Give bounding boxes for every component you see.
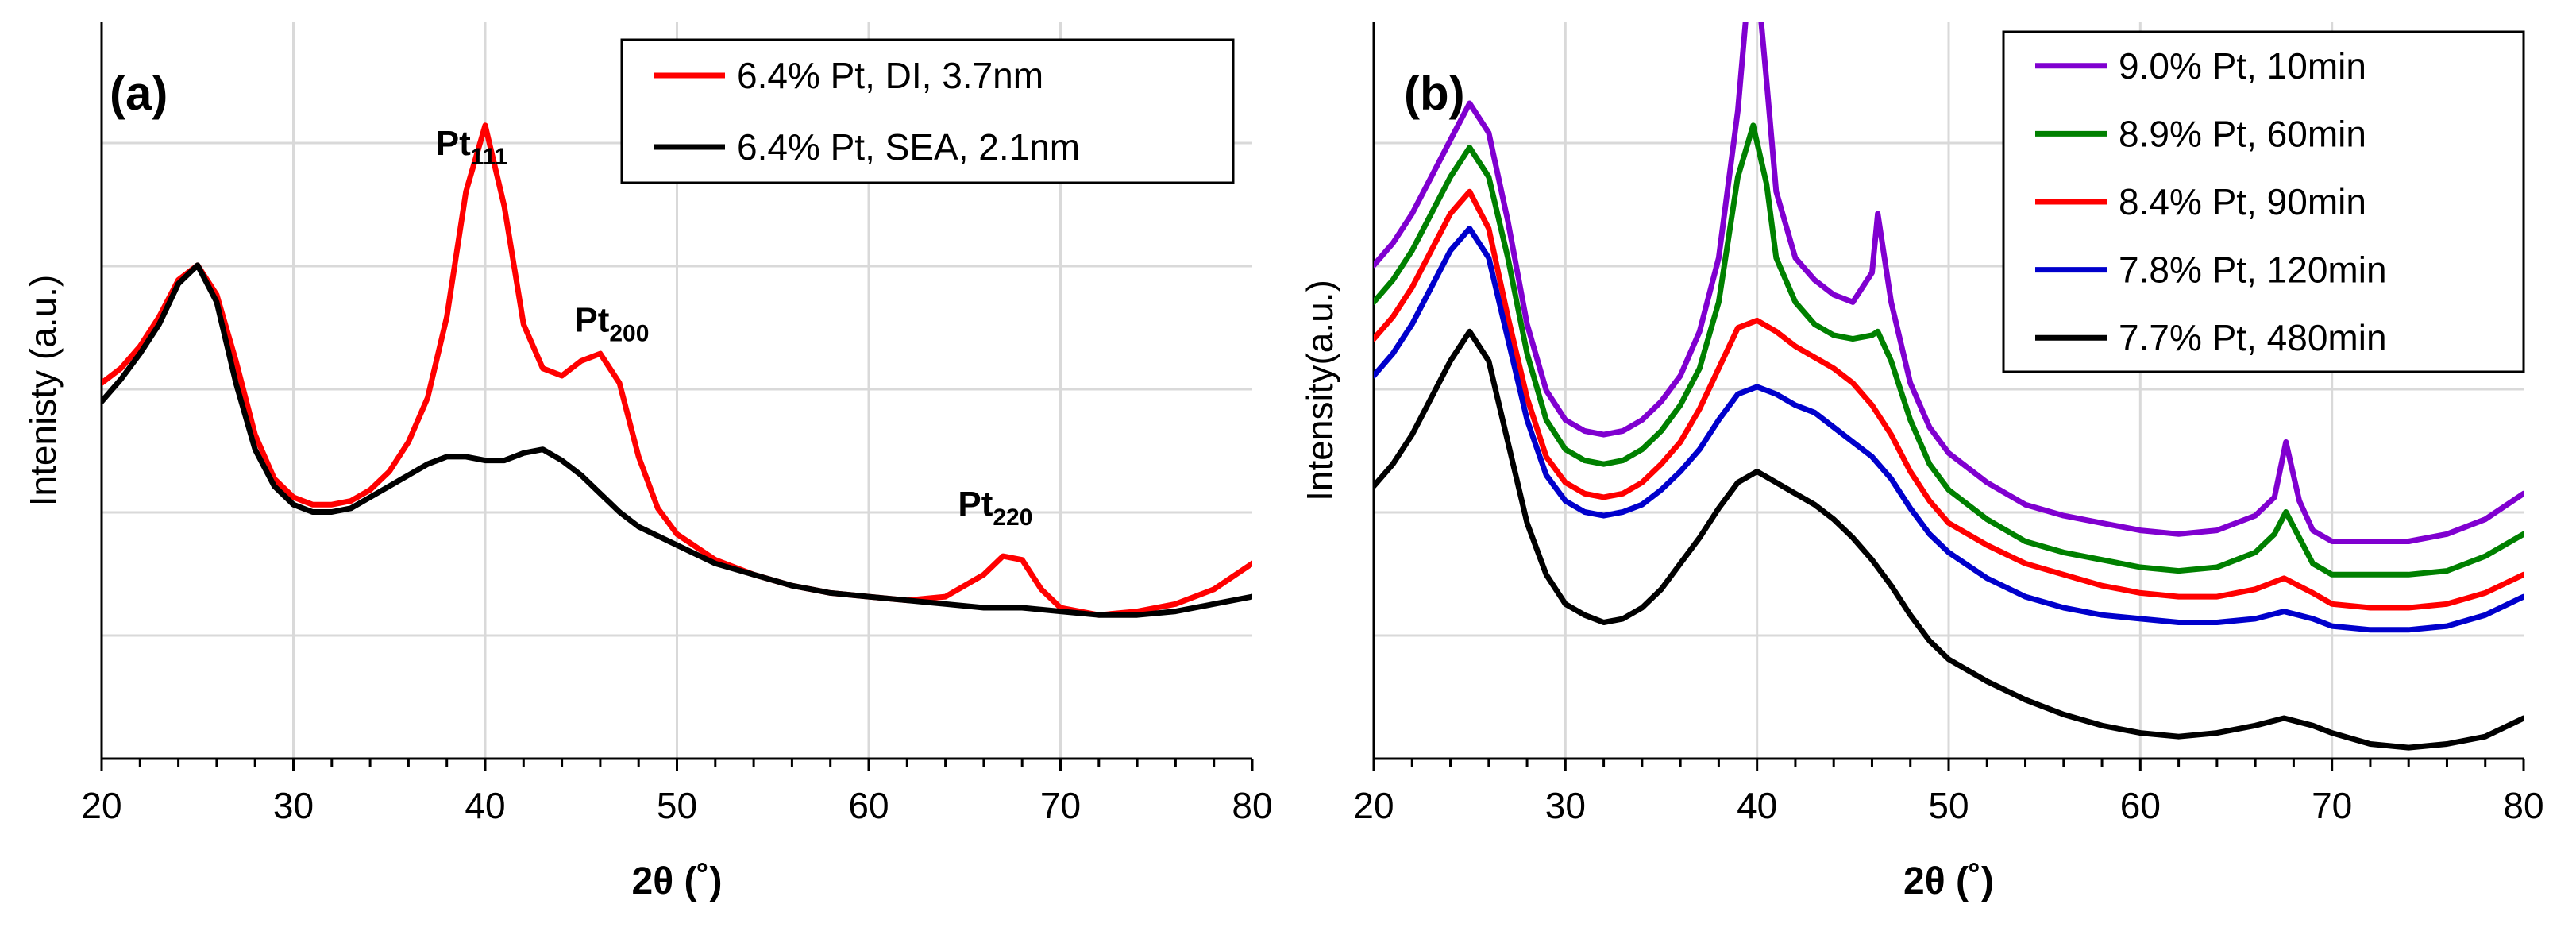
series-group [102,122,1252,618]
chart-panel-b: 20 30 40 50 60 70 80 2θ (˚) Intensity(a.u.) (b) 9.… [1299,22,2544,902]
legend-entry: 6.4% Pt, DI, 3.7nm [737,55,1043,96]
series-group [1374,22,2524,751]
legend: 9.0% Pt, 10min 8.9% Pt, 60min 8.4% Pt, 90m… [2002,30,2525,373]
x-tick-label: 40 [1737,785,1777,826]
legend-box [620,38,1235,184]
x-ticks [100,759,1254,771]
peak-label: Pt220 [958,485,1032,531]
series-line-2 [102,262,1252,618]
x-tick-label: 50 [1928,785,1969,826]
legend-entry: 9.0% Pt, 10min [2119,45,2366,87]
x-ticks [1372,759,2525,771]
x-tick-label: 80 [1232,785,1272,826]
x-tick-label: 30 [273,785,314,826]
x-tick-label: 70 [1040,785,1081,826]
legend: 6.4% Pt, DI, 3.7nm 6.4% Pt, SEA, 2.1nm [620,38,1235,184]
x-tick-label: 20 [1353,785,1394,826]
legend-box [2002,30,2525,373]
series-line-1 [102,122,1252,618]
series-line-2 [1374,122,2524,578]
x-axis-title: 2θ (˚) [632,860,723,902]
series-line-3 [1374,188,2524,611]
legend-entry: 7.8% Pt, 120min [2119,249,2387,291]
x-axis-title: 2θ (˚) [1903,860,1994,902]
legend-entry: 7.7% Pt, 480min [2119,317,2387,358]
x-tick-label: 80 [2503,785,2543,826]
legend-entry: 8.4% Pt, 90min [2119,181,2366,222]
x-tick-label: 50 [657,785,697,826]
x-tick-label: 70 [2312,785,2352,826]
x-tick-label: 20 [81,785,121,826]
series-line-4 [1374,226,2524,633]
y-axis-title: Intenisty (a.u.) [22,275,64,506]
peak-label: Pt111 [436,124,508,170]
x-tick-label: 40 [465,785,505,826]
peak-label: Pt200 [574,300,649,346]
legend-entry: 6.4% Pt, SEA, 2.1nm [737,126,1080,168]
chart-panel-a: 20 30 40 50 60 70 80 2θ (˚) Intenisty (a.u.) (a) P… [22,22,1273,902]
legend-entry: 8.9% Pt, 60min [2119,113,2366,154]
y-axis-title: Intensity(a.u.) [1299,280,1340,501]
panel-label: (b) [1404,67,1465,120]
series-line-1 [1374,22,2524,544]
panel-label: (a) [110,67,168,120]
series-line-5 [1374,328,2524,751]
x-tick-label: 60 [2120,785,2161,826]
x-tick-label: 60 [848,785,889,826]
x-tick-label: 30 [1545,785,1586,826]
